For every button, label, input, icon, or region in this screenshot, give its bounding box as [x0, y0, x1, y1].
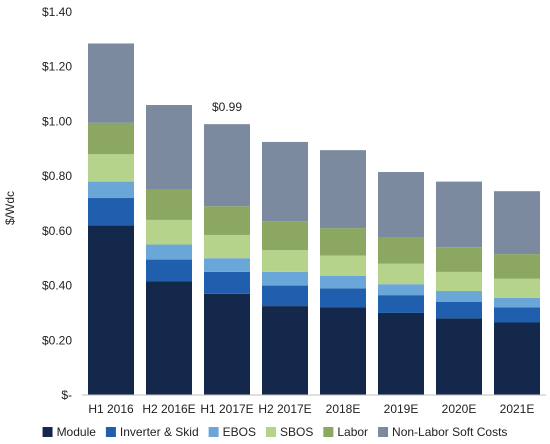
- bar-segment-sbos: [146, 219, 192, 245]
- bar-segment-ebos: [320, 275, 366, 289]
- y-tick-label: $0.60: [42, 224, 72, 238]
- bar-segment-module: [378, 312, 424, 395]
- legend-item-module: Module: [42, 425, 97, 439]
- x-axis: H1 2016 H2 2016E H1 2017E H2 2017E 2018E 2019…: [82, 394, 546, 416]
- bar-segment-ebos: [436, 291, 482, 302]
- bar-segment-module: [88, 225, 134, 395]
- legend-swatch: [208, 427, 219, 437]
- legend-label: Module: [57, 425, 97, 439]
- legend-label: Labor: [337, 425, 368, 439]
- legend: Module Inverter & Skid EBOS SBOS Labor Non-La…: [42, 425, 507, 439]
- x-tick-label: 2018E: [326, 402, 361, 416]
- bar-segment-sbos: [494, 278, 540, 298]
- x-tick-label: H1 2017E: [200, 402, 253, 416]
- legend-swatch: [323, 427, 334, 437]
- legend-swatch: [378, 427, 389, 437]
- bar-segment-inverter-skid: [204, 271, 250, 294]
- bar-segment-module: [320, 307, 366, 395]
- x-tick-label: 2019E: [384, 402, 419, 416]
- bar-segment-labor: [320, 228, 366, 256]
- legend-label: Non-Labor Soft Costs: [392, 425, 507, 439]
- bar-segment-labor: [494, 254, 540, 279]
- bar-stack-h2-2016e: [146, 105, 192, 395]
- bar-stack-h2-2017e: [262, 141, 308, 395]
- annotations: $0.99: [212, 100, 242, 114]
- y-axis-label: $/Wdc: [3, 191, 17, 225]
- legend-item-sbos: SBOS: [265, 425, 313, 439]
- bar-segment-sbos: [320, 255, 366, 276]
- bar-segment-sbos: [378, 263, 424, 285]
- legend-label: Inverter & Skid: [120, 425, 199, 439]
- bar-segment-ebos: [494, 297, 540, 308]
- bar-segment-ebos: [146, 244, 192, 260]
- y-tick-label: $1.40: [42, 5, 72, 19]
- legend-label: EBOS: [223, 425, 256, 439]
- bar-segment-inverter-skid: [262, 285, 308, 307]
- y-axis: $- $0.20 $0.40 $0.60 $0.80 $1.00 $1.20 $1.40: [42, 5, 72, 402]
- bar-segment-inverter-skid: [436, 301, 482, 319]
- legend-label: SBOS: [280, 425, 313, 439]
- legend-swatch: [42, 427, 53, 437]
- bar-segment-module: [436, 318, 482, 395]
- bar-segment-labor: [378, 237, 424, 264]
- bar-stack-2020e: [436, 181, 482, 395]
- x-tick-label: 2020E: [442, 402, 477, 416]
- legend-swatch: [265, 427, 276, 437]
- bar-segment-sbos: [204, 234, 250, 259]
- bar-segment-module: [204, 293, 250, 395]
- bar-segment-module: [146, 281, 192, 395]
- bar-segment-non-labor-soft-costs: [262, 141, 308, 222]
- bar-segment-labor: [146, 189, 192, 220]
- y-tick-label: $1.20: [42, 60, 72, 74]
- bar-segment-ebos: [262, 271, 308, 286]
- bar-segment-ebos: [88, 181, 134, 199]
- bar-segment-sbos: [262, 250, 308, 272]
- legend-item-non-labor-soft-costs: Non-Labor Soft Costs: [378, 425, 507, 439]
- legend-item-ebos: EBOS: [208, 425, 256, 439]
- bar-segment-labor: [262, 221, 308, 251]
- y-tick-label: $0.40: [42, 279, 72, 293]
- bar-stack-2021e: [494, 191, 540, 395]
- bar-segment-labor: [204, 206, 250, 235]
- bar-segment-inverter-skid: [378, 295, 424, 313]
- x-tick-label: 2021E: [500, 402, 535, 416]
- legend-swatch: [105, 427, 116, 437]
- bar-segment-non-labor-soft-costs: [146, 105, 192, 190]
- bar-stack-h1-2017e: [204, 124, 250, 395]
- bar-stack-2018e: [320, 150, 366, 395]
- bar-stack-2019e: [378, 172, 424, 395]
- bars: [88, 43, 540, 395]
- y-tick-label: $1.00: [42, 114, 72, 128]
- x-tick-label: H2 2017E: [258, 402, 311, 416]
- bar-segment-ebos: [204, 258, 250, 272]
- bar-segment-inverter-skid: [320, 288, 366, 308]
- bar-segment-module: [262, 306, 308, 395]
- data-label: $0.99: [212, 100, 242, 114]
- y-tick-label: $0.80: [42, 169, 72, 183]
- bar-segment-sbos: [88, 154, 134, 182]
- bar-segment-ebos: [378, 284, 424, 296]
- legend-item-labor: Labor: [323, 425, 368, 439]
- bar-segment-non-labor-soft-costs: [378, 172, 424, 238]
- bar-segment-labor: [88, 122, 134, 155]
- x-tick-label: H2 2016E: [142, 402, 195, 416]
- bar-segment-inverter-skid: [494, 307, 540, 323]
- y-tick-label: $0.20: [42, 333, 72, 347]
- bar-segment-non-labor-soft-costs: [88, 43, 134, 123]
- legend-item-inverter-skid: Inverter & Skid: [105, 425, 199, 439]
- bar-segment-non-labor-soft-costs: [204, 124, 250, 207]
- y-tick-label: $-: [61, 388, 72, 402]
- bar-segment-non-labor-soft-costs: [320, 150, 366, 229]
- bar-segment-labor: [436, 247, 482, 272]
- x-tick-label: H1 2016: [88, 402, 134, 416]
- bar-segment-module: [494, 322, 540, 395]
- bar-stack-h1-2016: [88, 43, 134, 395]
- bar-segment-sbos: [436, 271, 482, 292]
- bar-segment-non-labor-soft-costs: [436, 181, 482, 248]
- bar-segment-inverter-skid: [88, 198, 134, 226]
- bar-segment-inverter-skid: [146, 259, 192, 282]
- bar-segment-non-labor-soft-costs: [494, 191, 540, 255]
